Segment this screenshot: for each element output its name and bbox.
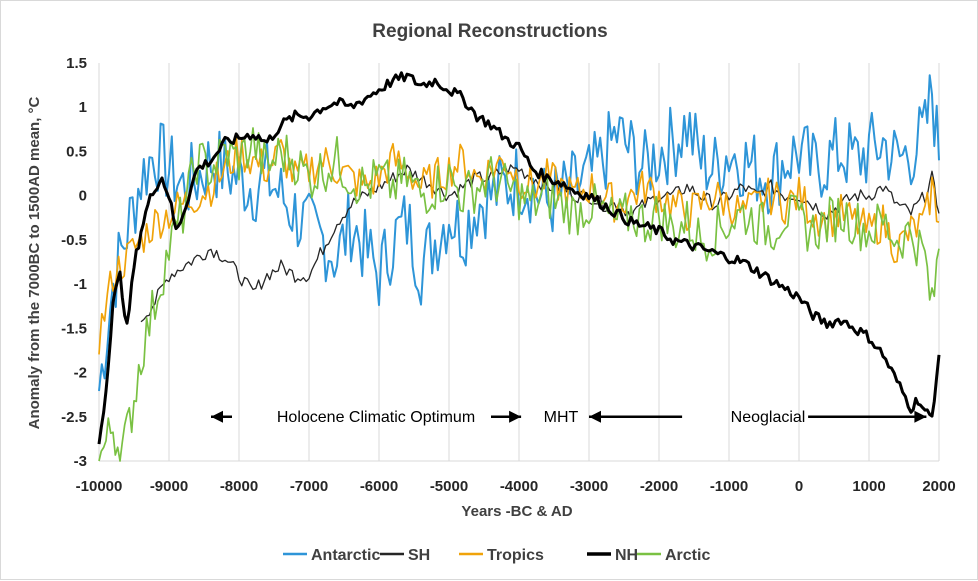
legend-label: Antarctic bbox=[311, 547, 380, 564]
x-tick-label: 1000 bbox=[852, 478, 885, 495]
legend-label: Tropics bbox=[487, 547, 544, 564]
y-tick-label: 0 bbox=[79, 188, 87, 205]
annotation-mht: MHT bbox=[544, 409, 579, 426]
annotation-arrowhead bbox=[589, 410, 601, 423]
annotation-arrows bbox=[211, 410, 927, 423]
x-tick-label: -5000 bbox=[430, 478, 468, 495]
x-tick-label: -10000 bbox=[76, 478, 123, 495]
y-axis-ticks: -3 -2.5 -2 -1.5 -1 -0.5 0 0.5 1 1.5 bbox=[61, 55, 87, 470]
annotation-neoglacial: Neoglacial bbox=[731, 409, 806, 426]
annotation-arrowhead bbox=[914, 410, 927, 423]
y-axis-title: Anomaly from the 7000BC to 1500AD mean, … bbox=[26, 96, 43, 429]
x-tick-label: -8000 bbox=[220, 478, 258, 495]
x-axis-title: Years -BC & AD bbox=[461, 503, 572, 520]
series-layer bbox=[97, 71, 941, 462]
series-line-arctic bbox=[98, 127, 940, 462]
y-tick-label: -2.5 bbox=[61, 409, 87, 426]
annotations: Holocene Climatic Optimum MHT Neoglacial bbox=[277, 409, 806, 426]
chart-title: Regional Reconstructions bbox=[372, 21, 607, 42]
x-tick-label: 2000 bbox=[922, 478, 955, 495]
x-tick-label: -9000 bbox=[150, 478, 188, 495]
y-tick-label: 1 bbox=[79, 99, 87, 116]
y-tick-label: -2 bbox=[74, 365, 87, 382]
y-tick-label: 0.5 bbox=[66, 143, 87, 160]
x-tick-label: -2000 bbox=[640, 478, 678, 495]
x-tick-label: -7000 bbox=[290, 478, 328, 495]
legend-label: Arctic bbox=[665, 547, 710, 564]
annotation-holocene: Holocene Climatic Optimum bbox=[277, 409, 475, 426]
y-tick-label: -1.5 bbox=[61, 320, 87, 337]
legend: Antarctic SH Tropics NH Arctic bbox=[283, 547, 710, 564]
y-tick-label: -0.5 bbox=[61, 232, 87, 249]
legend-label: NH bbox=[615, 547, 638, 564]
series-line-nh bbox=[97, 71, 941, 445]
x-axis-ticks: -10000 -9000 -8000 -7000 -6000 -5000 -4000 -300… bbox=[76, 478, 956, 495]
x-tick-label: -6000 bbox=[360, 478, 398, 495]
x-tick-label: -1000 bbox=[710, 478, 748, 495]
x-tick-label: -3000 bbox=[570, 478, 608, 495]
annotation-arrowhead bbox=[211, 410, 223, 423]
gridlines bbox=[98, 63, 940, 462]
legend-label: SH bbox=[408, 547, 430, 564]
x-tick-label: -4000 bbox=[500, 478, 538, 495]
y-tick-label: -3 bbox=[74, 453, 87, 470]
annotation-arrowhead bbox=[509, 410, 522, 423]
y-tick-label: -1 bbox=[74, 276, 87, 293]
y-tick-label: 1.5 bbox=[66, 55, 87, 72]
x-tick-label: 0 bbox=[795, 478, 803, 495]
